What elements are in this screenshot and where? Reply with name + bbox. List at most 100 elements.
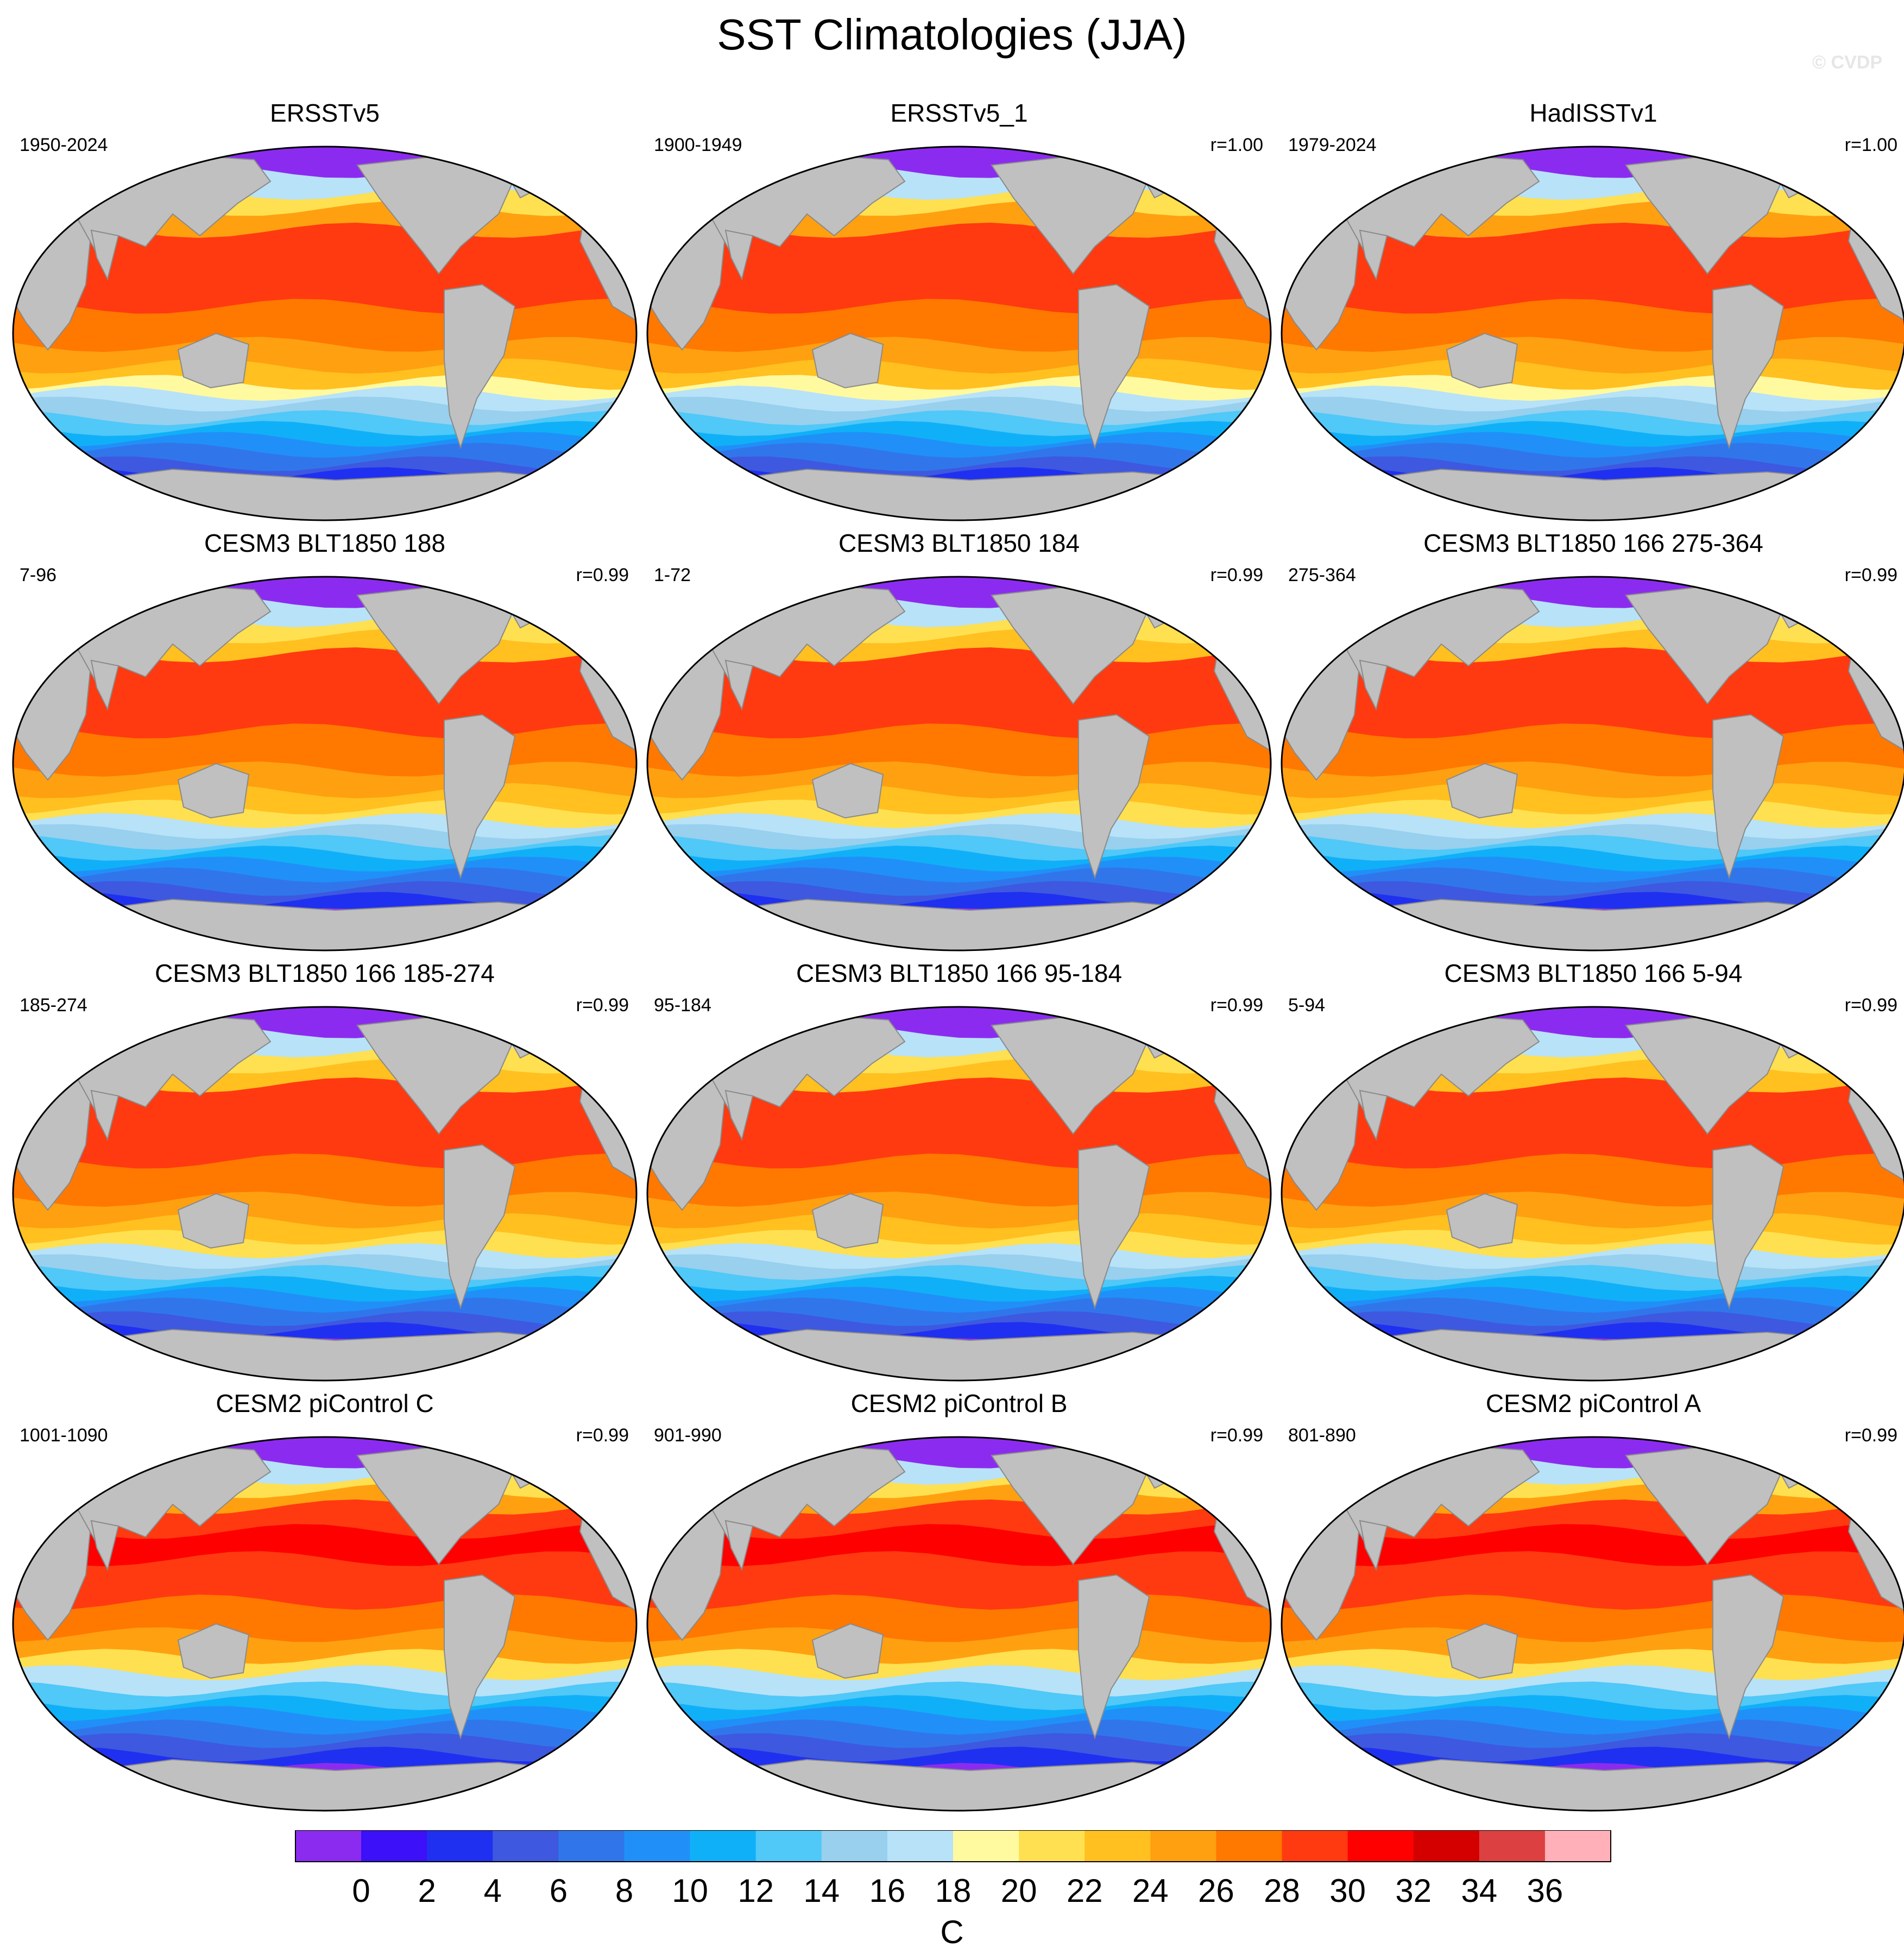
panel-title: CESM3 BLT1850 166 275-364 (1423, 529, 1763, 557)
sst-map (1281, 1006, 1904, 1382)
panel-title: ERSSTv5 (270, 99, 380, 127)
colorbar-swatch (558, 1830, 625, 1862)
colorbar-swatch (887, 1830, 954, 1862)
land-mass (724, 1520, 754, 1571)
land-mass (811, 762, 884, 819)
land-mass (1712, 1144, 1785, 1310)
panel-year-range: 801-890 (1288, 1425, 1356, 1446)
land-mass (1359, 1089, 1388, 1141)
panel-year-range: 185-274 (20, 995, 87, 1016)
land-mass (724, 229, 754, 281)
panel-year-range: 1900-1949 (654, 135, 742, 155)
panel-correlation: r=0.99 (1844, 565, 1897, 585)
colorbar-swatch (1282, 1830, 1348, 1862)
map-panel: CESM3 BLT1850 166 95-184 95-184 r=0.99 (644, 959, 1274, 1392)
map-panel: CESM3 BLT1850 188 7-96 r=0.99 (10, 529, 640, 962)
figure-title: SST Climatologies (JJA) (717, 10, 1187, 59)
land-mass (1359, 1520, 1388, 1571)
colorbar-tick-label: 12 (737, 1873, 774, 1909)
land-mass (177, 1623, 250, 1679)
map-panel: ERSSTv5 1950-2024 (10, 99, 640, 532)
map-panel: CESM3 BLT1850 184 1-72 r=0.99 (644, 529, 1274, 962)
colorbar-tick-label: 20 (1001, 1873, 1037, 1909)
sst-map (1281, 146, 1904, 521)
colorbar-swatch (427, 1830, 493, 1862)
land-mass (444, 1574, 516, 1740)
panel-correlation: r=0.99 (576, 565, 629, 585)
map-panel: CESM2 piControl A 801-890 r=0.99 (1278, 1389, 1904, 1823)
panel-year-range: 1950-2024 (20, 135, 108, 155)
land-mass (811, 1623, 884, 1679)
panel-correlation: r=1.00 (1210, 135, 1263, 155)
panel-correlation: r=0.99 (1210, 565, 1263, 585)
colorbar-tick-label: 18 (935, 1873, 972, 1909)
panel-title: CESM3 BLT1850 166 95-184 (796, 959, 1123, 987)
land-mass (1078, 283, 1150, 450)
map-panel: CESM2 piControl B 901-990 r=0.99 (644, 1389, 1274, 1823)
panel-year-range: 1979-2024 (1288, 135, 1377, 155)
colorbar-swatch (1413, 1830, 1480, 1862)
land-mass (177, 762, 250, 819)
land-mass (444, 714, 516, 880)
land-mass (1359, 229, 1388, 281)
colorbar-tick-label: 16 (869, 1873, 906, 1909)
sst-map (646, 1436, 1272, 1812)
panel-correlation: r=0.99 (1844, 995, 1897, 1016)
panel-correlation: r=0.99 (1210, 995, 1263, 1016)
panel-year-range: 7-96 (20, 565, 57, 585)
panel-title: CESM3 BLT1850 166 185-274 (155, 959, 495, 987)
colorbar-tick-label: 8 (615, 1873, 633, 1909)
map-border (1281, 1006, 1904, 1382)
land-mass (1712, 283, 1785, 450)
land-mass (1446, 332, 1518, 389)
colorbar-swatch (821, 1830, 888, 1862)
colorbar-tick-label: 24 (1132, 1873, 1169, 1909)
map-border (1281, 576, 1904, 951)
panel-correlation: r=1.00 (1844, 135, 1897, 155)
colorbar-swatch (493, 1830, 559, 1862)
map-border (1281, 146, 1904, 521)
colorbar-swatch (755, 1830, 822, 1862)
panel-year-range: 5-94 (1288, 995, 1326, 1016)
colorbar-tick-label: 28 (1264, 1873, 1300, 1909)
colorbar-tick-label: 22 (1067, 1873, 1103, 1909)
panel-year-range: 1-72 (654, 565, 691, 585)
land-mass (1446, 1193, 1518, 1249)
land-mass (1078, 1144, 1150, 1310)
colorbar-tick-label: 0 (352, 1873, 370, 1909)
panel-correlation: r=0.99 (576, 995, 629, 1016)
map-border (1281, 1436, 1904, 1812)
panel-title: CESM2 piControl B (850, 1389, 1068, 1417)
map-panel: CESM3 BLT1850 166 185-274 185-274 r=0.99 (10, 959, 640, 1392)
land-mass (90, 1089, 119, 1141)
panel-title: CESM2 piControl A (1485, 1389, 1701, 1417)
panel-year-range: 95-184 (654, 995, 711, 1016)
map-border (12, 576, 638, 951)
colorbar-tick-label: 14 (803, 1873, 840, 1909)
land-mass (724, 1089, 754, 1141)
colorbar-tick-label: 6 (550, 1873, 568, 1909)
land-mass (811, 1193, 884, 1249)
land-mass (90, 1520, 119, 1571)
map-border (12, 1436, 638, 1812)
sst-map (12, 1006, 638, 1382)
panel-correlation: r=0.99 (1844, 1425, 1897, 1446)
land-mass (90, 229, 119, 281)
panel-title: ERSSTv5_1 (890, 99, 1028, 127)
colorbar-swatch (690, 1830, 756, 1862)
land-mass (724, 659, 754, 711)
map-border (646, 576, 1272, 951)
map-border (12, 1006, 638, 1382)
colorbar-swatch (1085, 1830, 1151, 1862)
sst-map (1281, 576, 1904, 951)
colorbar-swatch (1479, 1830, 1546, 1862)
colorbar-swatch (1019, 1830, 1085, 1862)
map-panel: CESM2 piControl C 1001-1090 r=0.99 (10, 1389, 640, 1823)
map-border (646, 146, 1272, 521)
map-border (646, 1006, 1272, 1382)
colorbar-swatch (295, 1830, 362, 1862)
sst-map (12, 1436, 638, 1812)
land-mass (1712, 714, 1785, 880)
sst-map (646, 576, 1272, 951)
land-mass (1446, 762, 1518, 819)
